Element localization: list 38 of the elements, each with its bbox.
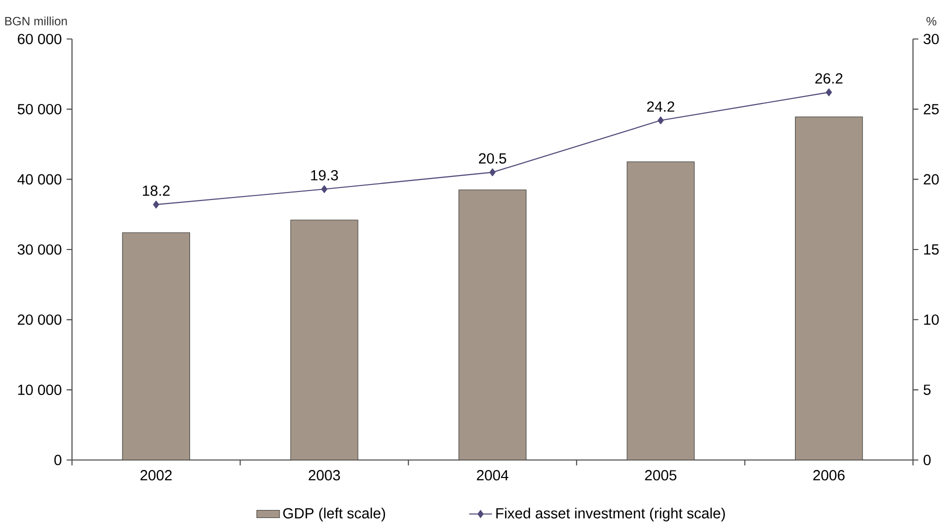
bar [458,190,526,460]
data-label: 20.5 [478,153,506,164]
y-tick-label: 60 000 [18,34,62,44]
y-axis-title: BGN million [5,16,67,26]
y-tick-label: 0 [54,454,62,466]
y-tick-label: 50 000 [18,104,62,114]
y2-tick-label: 30 [924,34,939,44]
bar [290,220,358,460]
bar [122,232,190,460]
y2-tick-label: 5 [924,384,931,395]
x-tick-label: 2003 [308,470,340,480]
y-tick-label: 30 000 [18,244,62,255]
x-tick-label: 2006 [813,470,845,480]
x-tick-label: 2004 [476,470,508,480]
legend-label: GDP (left scale) [283,508,386,522]
data-label: 19.3 [311,170,338,180]
point [826,88,832,96]
y2-tick-label: 15 [924,244,939,255]
y2-tick-label: 0 [924,454,931,466]
data-label: 18.2 [142,186,170,196]
x-tick-label: 2005 [645,470,676,480]
data-label: 26.2 [815,73,842,84]
point [658,116,664,124]
y-tick-label: 40 000 [17,174,62,185]
y-tick-label: 20 000 [18,314,62,325]
x-tick-label: 2002 [140,470,172,480]
legend-label: Fixed asset investment (right scale) [496,508,725,522]
y2-tick-label: 20 [924,174,939,185]
y2-tick-label: 10 [924,314,939,325]
y2-tick-label: 25 [924,104,939,114]
point [321,185,328,194]
y2-axis-title: % [926,16,936,26]
point [489,168,496,176]
point [153,200,160,208]
data-label: 24.2 [647,101,674,112]
bar [626,162,695,460]
y-tick-label: 10 000 [18,384,62,396]
bar [794,116,863,460]
